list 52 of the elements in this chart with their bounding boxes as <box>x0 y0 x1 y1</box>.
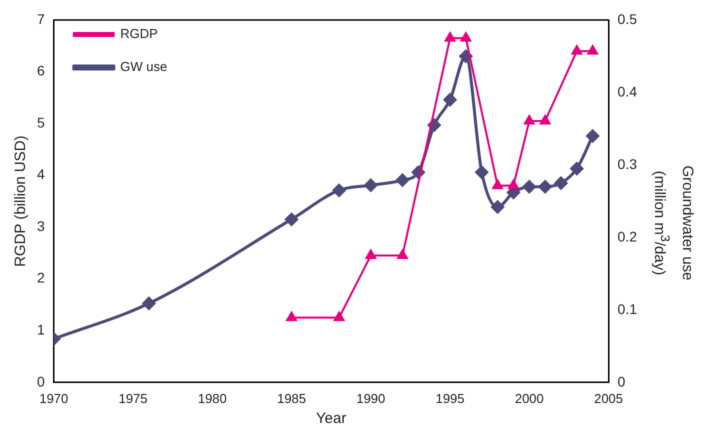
y2-tick-label: 0.4 <box>618 83 638 100</box>
y-axis-title: RGDP (billion USD) <box>12 135 30 267</box>
point <box>397 250 408 260</box>
y2-tick-label: 0.2 <box>618 228 638 244</box>
point <box>475 166 488 179</box>
x-tick-label: 2000 <box>514 390 544 406</box>
x-tick-label: 1985 <box>277 390 306 406</box>
point <box>570 162 584 176</box>
y-tick-label: 3 <box>36 218 45 234</box>
point <box>540 114 550 124</box>
point <box>572 45 582 55</box>
y2-tick-label: 0.5 <box>618 10 638 27</box>
legend-label: RGDP <box>120 26 158 42</box>
x-tick-label: 1990 <box>356 390 386 406</box>
point <box>508 180 519 190</box>
point <box>524 114 535 124</box>
point <box>365 250 376 260</box>
point <box>396 174 409 187</box>
point <box>554 176 568 190</box>
x-tick-label: 2005 <box>594 390 623 406</box>
point <box>522 180 536 194</box>
y2-tick-label: 0.3 <box>618 156 638 172</box>
point <box>364 178 378 192</box>
y2-tick-label: 0.1 <box>618 300 638 317</box>
y-tick-label: 5 <box>36 114 45 130</box>
y-tick-label: 1 <box>36 321 45 338</box>
point <box>538 180 552 194</box>
legend-label: GW use <box>120 59 168 74</box>
y-tick-label: 2 <box>36 270 45 286</box>
point <box>334 312 344 322</box>
y-tick-label: 0 <box>36 373 45 390</box>
x-tick-label: 1995 <box>436 390 464 406</box>
point <box>286 312 297 322</box>
point <box>142 296 156 310</box>
point <box>444 32 456 42</box>
y-tick-label: 6 <box>36 62 45 79</box>
point <box>492 180 503 190</box>
point <box>491 200 504 214</box>
point <box>332 184 346 197</box>
point <box>444 93 457 106</box>
x-axis-title: Year <box>316 410 346 428</box>
point <box>285 212 298 226</box>
x-tick-label: 1970 <box>39 390 68 406</box>
x-tick-label: 1980 <box>198 390 227 406</box>
point <box>586 129 600 142</box>
point <box>587 45 598 55</box>
point <box>460 32 472 42</box>
point <box>459 50 472 63</box>
y-tick-label: 4 <box>36 166 45 182</box>
x-tick-label: 1975 <box>118 390 148 406</box>
y2-tick-label: 0 <box>618 373 626 390</box>
y-tick-label: 7 <box>36 10 45 27</box>
